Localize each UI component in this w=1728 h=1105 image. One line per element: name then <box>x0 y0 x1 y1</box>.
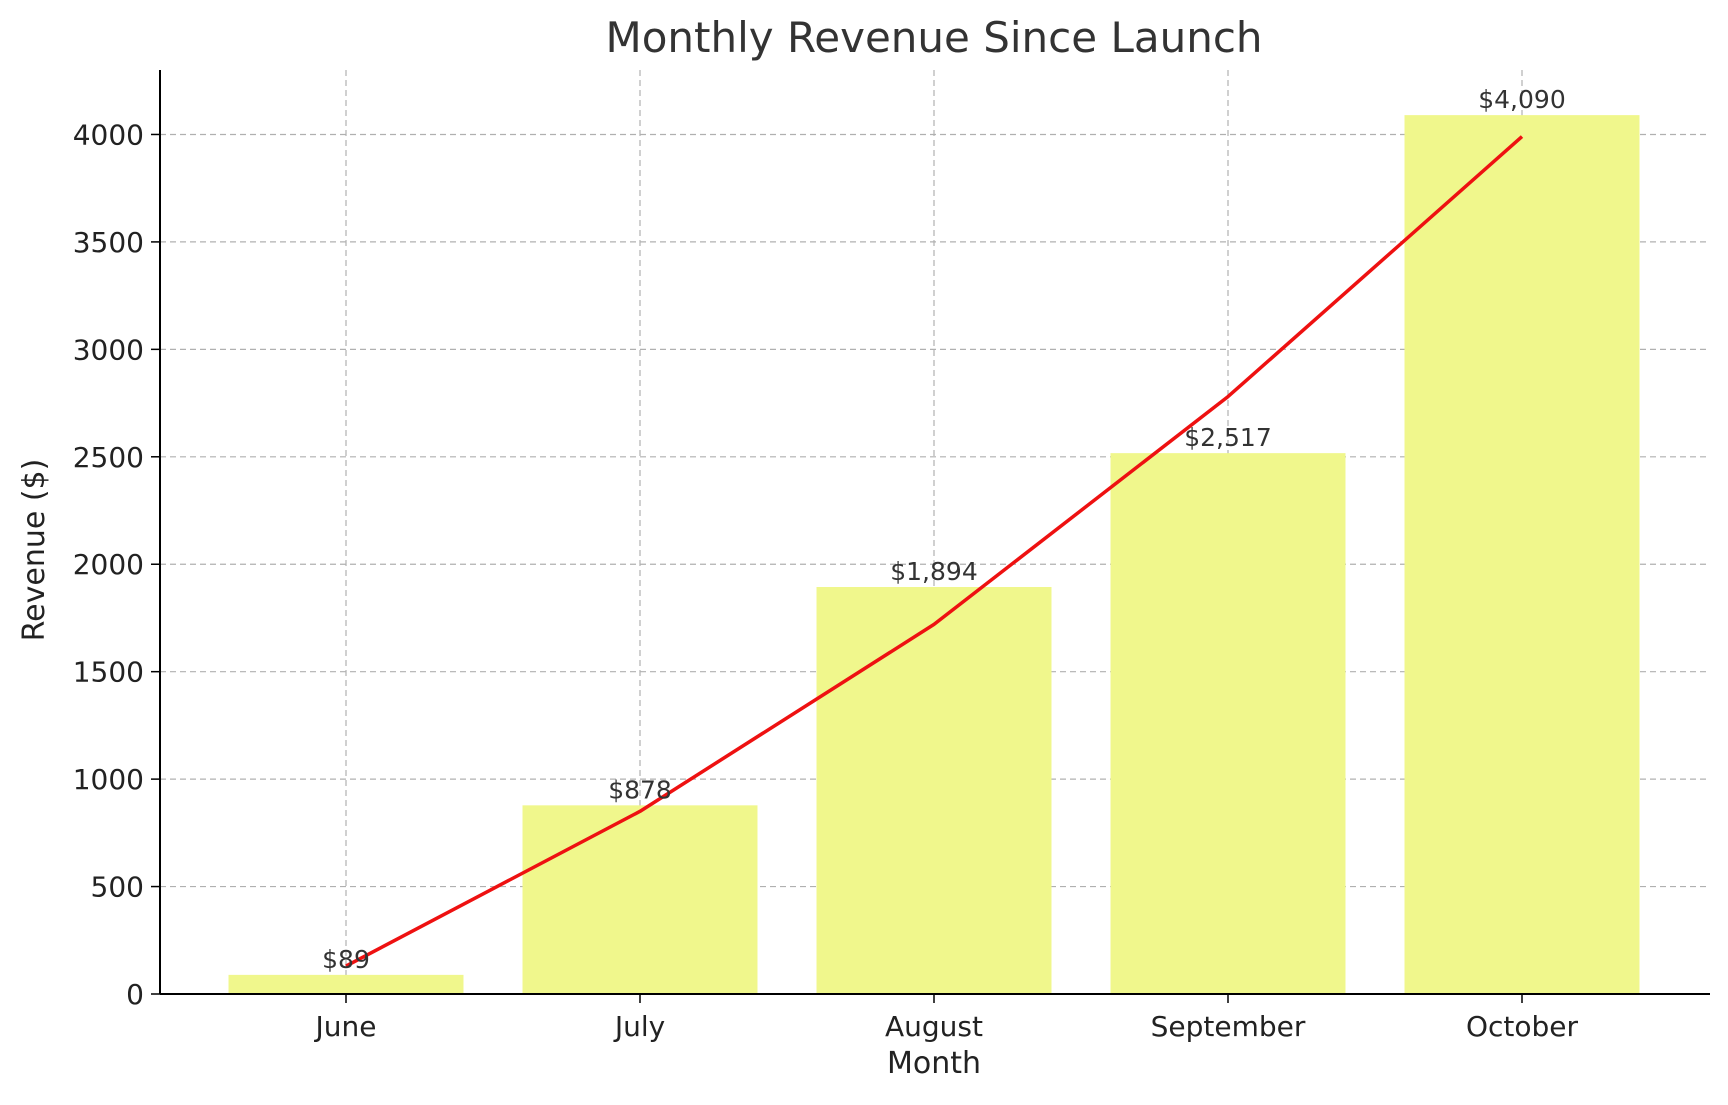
bar-layer <box>228 115 1640 994</box>
y-tick-label: 0 <box>126 978 144 1011</box>
chart-title: Monthly Revenue Since Launch <box>605 13 1262 62</box>
y-tick-label: 1000 <box>73 763 144 796</box>
y-tick-label: 500 <box>91 871 144 904</box>
x-tick-label: July <box>613 1010 665 1043</box>
x-tick-label: September <box>1151 1010 1306 1043</box>
axis-layer: 0 500 1000 1500 2000 2500 3000 3500 4000 June July… <box>73 70 1710 1043</box>
bar <box>228 974 464 994</box>
bar-value-label: $89 <box>322 945 370 974</box>
bar-value-label: $4,090 <box>1478 85 1565 114</box>
y-tick-label: 3000 <box>73 333 144 366</box>
data-label-layer: $89 $878 $1,894 $2,517 $4,090 <box>322 85 1566 974</box>
bar-value-label: $1,894 <box>890 557 977 586</box>
y-axis-label: Revenue ($) <box>17 459 52 642</box>
bar <box>522 805 758 994</box>
x-tick-label: August <box>885 1010 983 1043</box>
y-tick-label: 2500 <box>73 441 144 474</box>
trend-line <box>345 135 1524 968</box>
bar <box>816 587 1052 994</box>
x-tick-label: October <box>1466 1010 1579 1043</box>
bar-value-label: $878 <box>608 775 672 804</box>
y-tick-label: 1500 <box>73 656 144 689</box>
bar <box>1404 115 1640 994</box>
y-tick-label: 2000 <box>73 548 144 581</box>
y-tick-label: 4000 <box>73 118 144 151</box>
trend-line-layer <box>345 135 1524 968</box>
y-tick-label: 3500 <box>73 226 144 259</box>
bar-value-label: $2,517 <box>1184 423 1271 452</box>
x-tick-label: June <box>314 1010 377 1043</box>
x-axis-label: Month <box>887 1046 981 1081</box>
bar <box>1110 453 1346 994</box>
